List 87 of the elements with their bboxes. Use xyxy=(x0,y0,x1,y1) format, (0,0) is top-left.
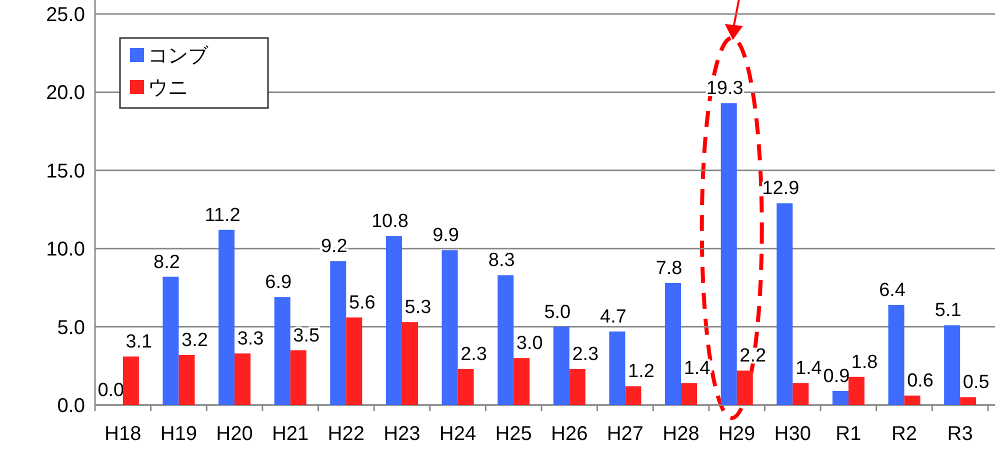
x-tick-label: H23 xyxy=(384,423,420,445)
bar xyxy=(458,369,474,405)
bar xyxy=(888,304,904,405)
bar xyxy=(122,356,139,405)
x-tick-label: H18 xyxy=(104,423,142,445)
x-tick-label: H24 xyxy=(439,423,476,445)
y-tick-label: 15.0 xyxy=(46,160,85,182)
data-label: 10.8 xyxy=(371,211,408,232)
y-tick-label: 25.0 xyxy=(46,4,85,26)
data-label: 1.4 xyxy=(795,358,822,380)
data-label: 2.2 xyxy=(740,346,766,367)
x-tick-label: H30 xyxy=(774,423,812,445)
bar xyxy=(944,325,960,405)
x-tick-label: H27 xyxy=(606,423,644,445)
data-label: 1.4 xyxy=(684,358,711,380)
y-tick-label: 5.0 xyxy=(57,316,85,339)
bar xyxy=(178,354,195,405)
data-label: 9.2 xyxy=(320,236,348,258)
data-label: 5.0 xyxy=(544,302,571,323)
bar xyxy=(776,203,793,405)
data-label: 12.9 xyxy=(762,178,800,200)
data-label: 5.6 xyxy=(348,292,376,314)
bar xyxy=(514,358,530,405)
bar xyxy=(720,103,737,405)
data-label: 0.6 xyxy=(907,370,934,392)
data-label: 2.3 xyxy=(460,344,487,366)
x-tick-label: R2 xyxy=(891,423,918,445)
bar xyxy=(162,276,179,405)
data-label: 19.3 xyxy=(706,78,744,100)
legend-label: ウニ xyxy=(148,77,188,99)
data-label: 11.2 xyxy=(204,204,240,226)
data-label: 3.3 xyxy=(237,328,264,350)
bar xyxy=(665,283,682,405)
data-label: 5.3 xyxy=(404,297,432,318)
bar xyxy=(234,353,251,405)
bar xyxy=(625,386,642,405)
bar xyxy=(736,370,753,405)
x-tick-label: H21 xyxy=(272,423,309,445)
data-label: 4.7 xyxy=(600,306,626,328)
bar xyxy=(553,326,570,405)
x-tick-label: H25 xyxy=(495,423,532,445)
bar xyxy=(330,261,346,405)
bar xyxy=(346,317,362,405)
x-tick-label: H29 xyxy=(718,423,756,445)
data-label: 3.0 xyxy=(516,333,543,354)
data-label: 8.2 xyxy=(154,252,180,273)
x-tick-label: H20 xyxy=(216,423,253,445)
bar xyxy=(569,369,586,405)
data-label: 1.8 xyxy=(851,352,878,373)
bar xyxy=(274,297,290,405)
data-label: 0.5 xyxy=(962,372,990,394)
x-tick-label: H19 xyxy=(160,423,198,445)
data-label: 3.5 xyxy=(293,325,320,346)
bar xyxy=(832,390,848,405)
bar xyxy=(681,383,698,405)
data-label: 6.9 xyxy=(265,272,292,294)
data-label: 3.2 xyxy=(182,330,208,351)
data-label: 2.3 xyxy=(572,344,599,366)
data-label: 8.3 xyxy=(488,250,515,272)
y-tick-label: 10.0 xyxy=(46,238,85,261)
legend-label: コンブ xyxy=(148,45,209,67)
data-label: 3.1 xyxy=(126,332,152,353)
bar xyxy=(218,230,235,405)
y-tick-label: 20.0 xyxy=(46,82,85,104)
x-tick-label: R1 xyxy=(836,423,862,445)
data-label: 5.1 xyxy=(934,300,962,322)
bar xyxy=(904,396,920,405)
bar xyxy=(290,350,306,405)
data-label: 9.9 xyxy=(432,225,459,246)
data-label: 0.9 xyxy=(823,366,850,387)
data-label: 6.4 xyxy=(879,280,906,301)
bar xyxy=(386,236,402,405)
x-tick-label: R3 xyxy=(947,423,973,445)
x-tick-label: H28 xyxy=(662,423,700,445)
data-label: 0.0 xyxy=(98,380,124,401)
bar xyxy=(960,397,976,405)
bar xyxy=(609,331,626,405)
data-label: 1.2 xyxy=(628,361,654,382)
y-tick-label: 0.0 xyxy=(57,395,85,417)
bar xyxy=(402,322,418,405)
bar xyxy=(498,275,514,405)
bar xyxy=(792,383,809,405)
bar xyxy=(848,376,864,405)
x-tick-label: H22 xyxy=(328,423,365,445)
x-tick-label: H26 xyxy=(551,423,588,445)
data-label: 7.8 xyxy=(656,258,682,280)
bar xyxy=(442,250,458,405)
